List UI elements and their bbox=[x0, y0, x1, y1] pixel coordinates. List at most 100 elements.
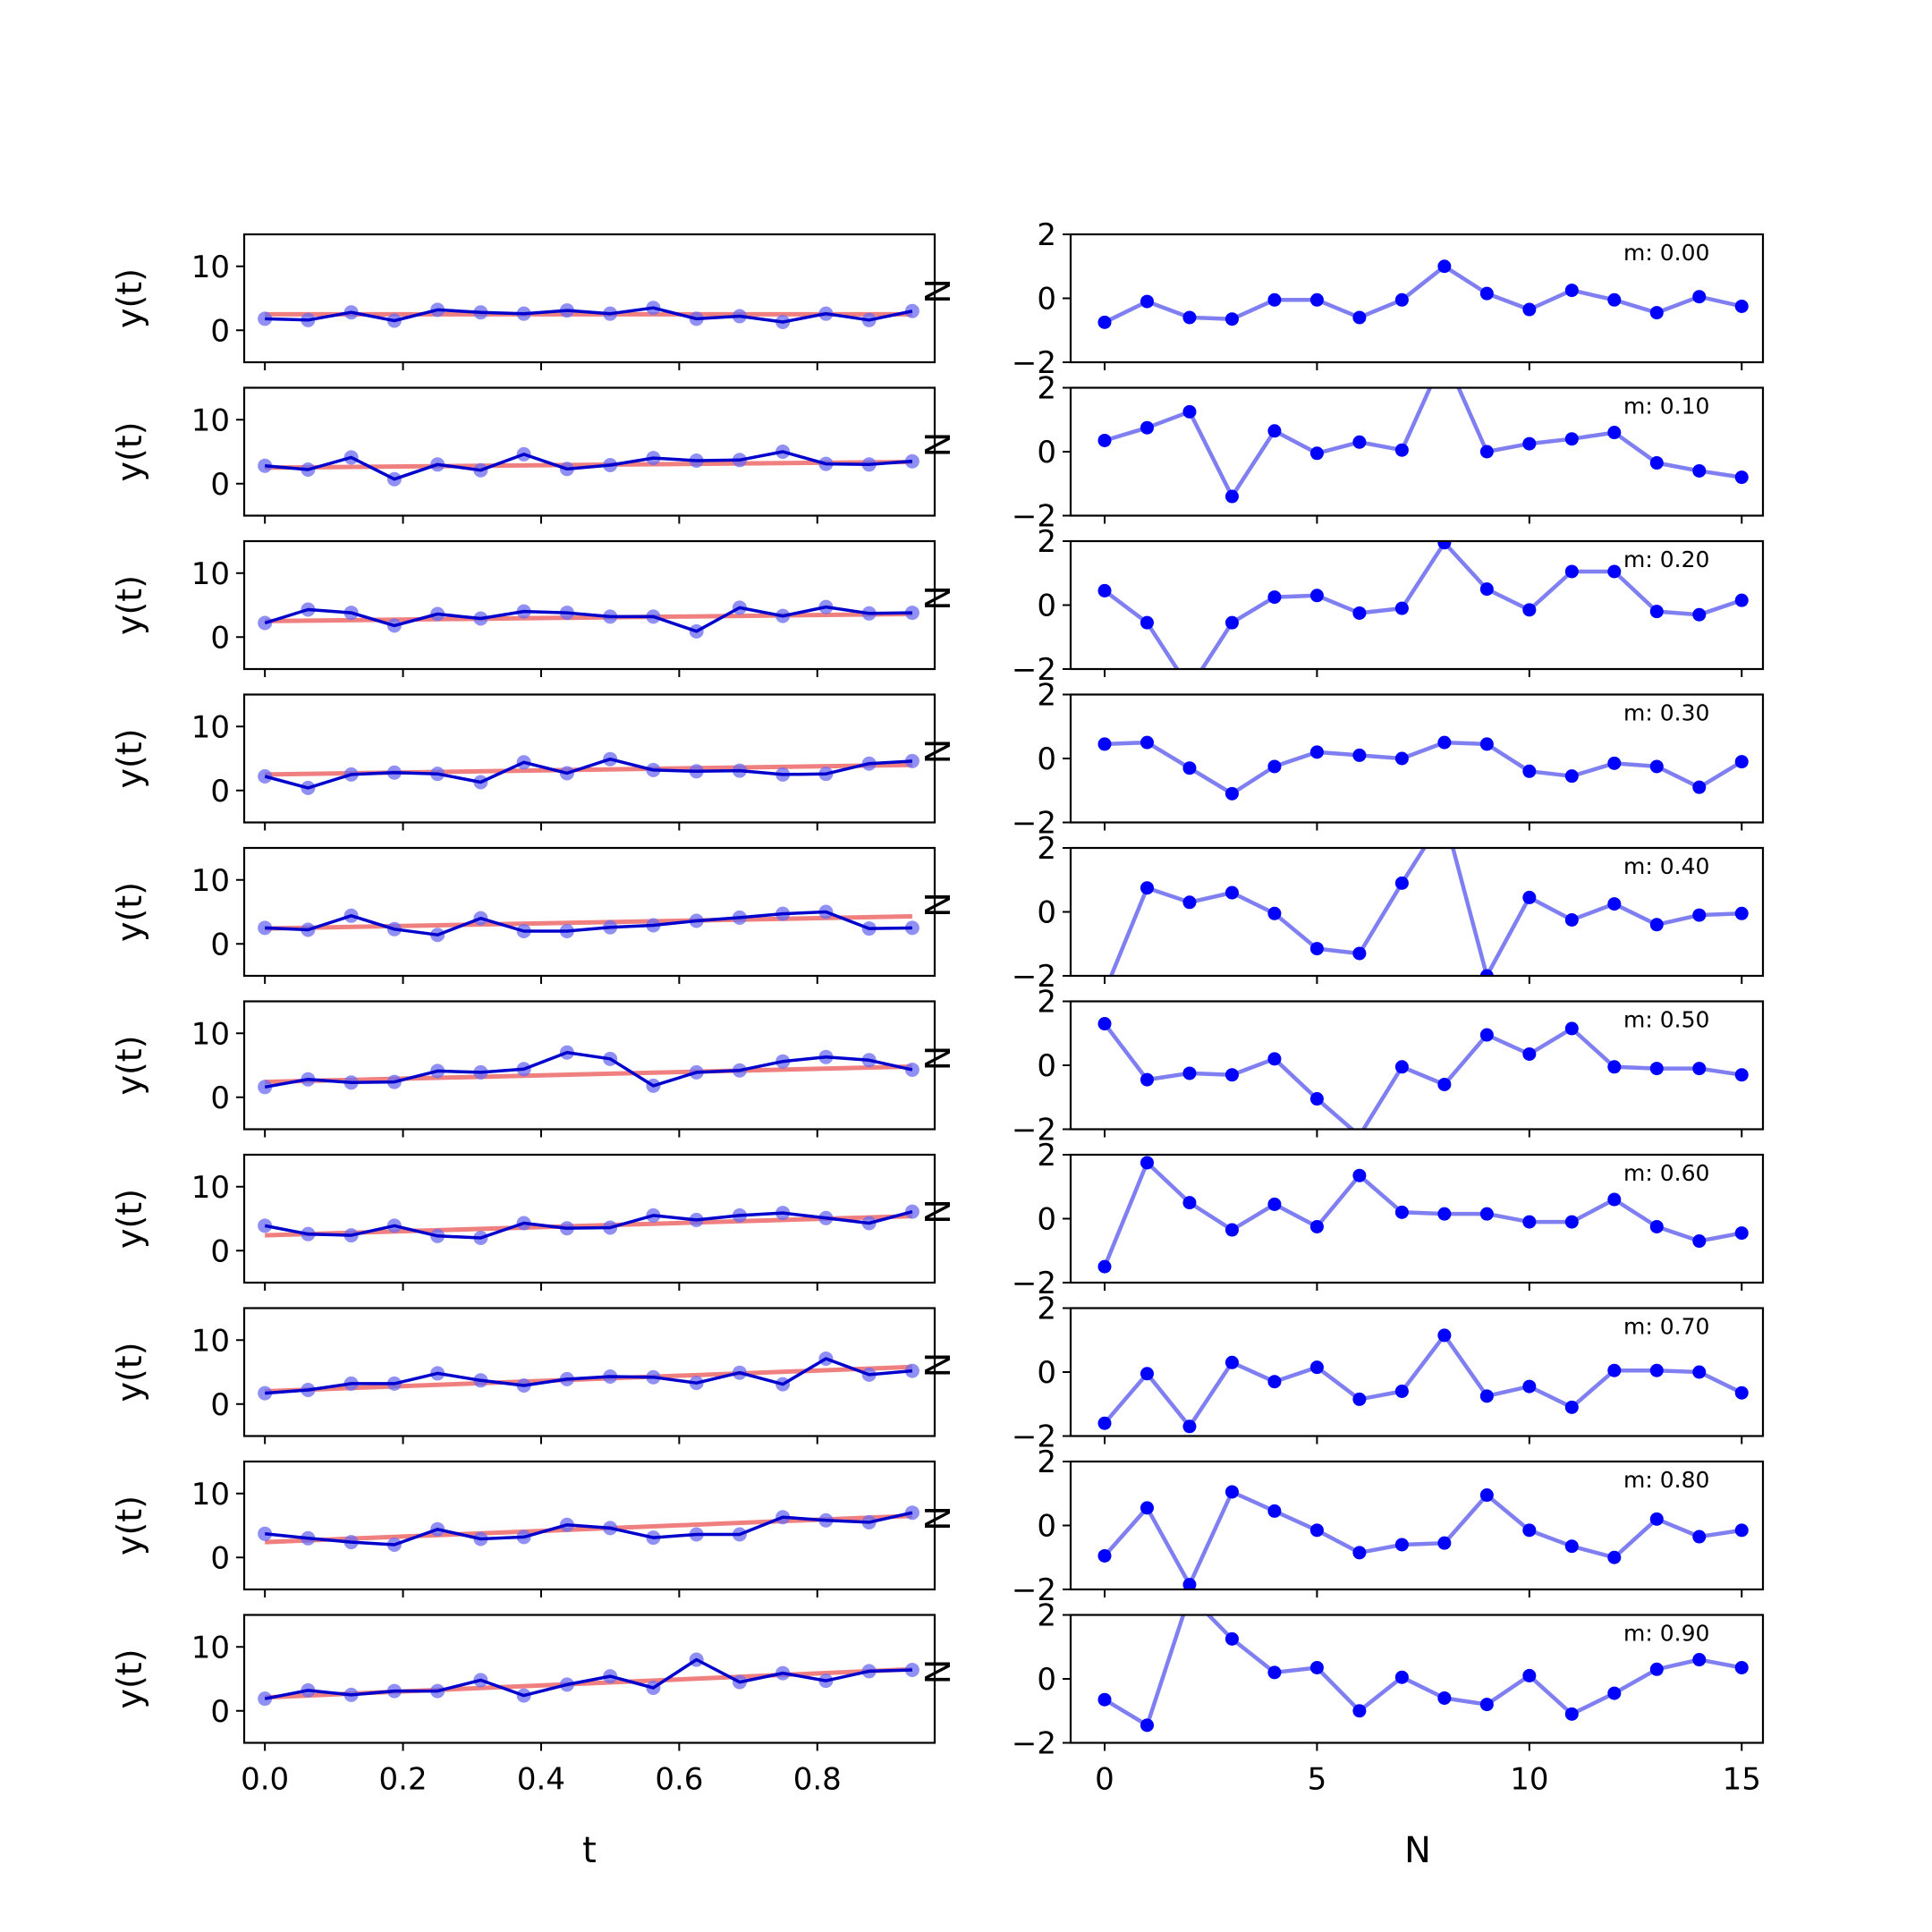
panel-annotation-6: m: 0.60 bbox=[1623, 1160, 1709, 1186]
left-panel-4: 0 10 y(t) bbox=[110, 846, 936, 984]
residual-point-9-15 bbox=[1734, 1660, 1749, 1674]
residual-point-9-3 bbox=[1224, 1631, 1239, 1646]
panel-annotation-1: m: 0.10 bbox=[1623, 394, 1709, 419]
left-axes-frame-5 bbox=[242, 1000, 936, 1131]
residual-point-9-9 bbox=[1479, 1698, 1494, 1712]
residual-point-1-15 bbox=[1734, 470, 1749, 485]
data-point-7-0 bbox=[258, 1385, 273, 1401]
residual-point-5-3 bbox=[1224, 1068, 1239, 1082]
residual-point-1-2 bbox=[1182, 404, 1197, 419]
left-plot-area-6 bbox=[258, 1204, 919, 1245]
residual-point-5-8 bbox=[1437, 1077, 1452, 1091]
trend-line-5 bbox=[265, 1063, 912, 1085]
residual-point-5-1 bbox=[1140, 1072, 1154, 1087]
residual-point-7-12 bbox=[1607, 1363, 1622, 1377]
left-axes-frame-7 bbox=[242, 1307, 936, 1437]
right-panel-6: −2 0 2 m: 0.60 N bbox=[919, 1138, 1765, 1301]
right-ytick-label-0-0: −2 bbox=[1012, 345, 1056, 381]
residual-point-6-0 bbox=[1097, 1259, 1112, 1274]
residual-point-6-7 bbox=[1394, 1205, 1409, 1219]
residual-point-9-6 bbox=[1352, 1704, 1367, 1718]
right-ylabel-4: N bbox=[919, 892, 958, 917]
right-ytick-label-2-1: 0 bbox=[1037, 589, 1056, 624]
left-plot-area-0 bbox=[258, 301, 919, 329]
residual-line-5 bbox=[1103, 1022, 1742, 1130]
residual-point-6-11 bbox=[1564, 1215, 1579, 1229]
residual-point-0-6 bbox=[1352, 310, 1367, 325]
residual-point-7-9 bbox=[1479, 1389, 1494, 1403]
right-ylabel-5: N bbox=[919, 1046, 958, 1071]
residual-point-4-9 bbox=[1479, 969, 1494, 976]
residual-point-1-1 bbox=[1140, 420, 1154, 435]
residual-point-0-3 bbox=[1224, 312, 1239, 326]
panel-annotation-4: m: 0.40 bbox=[1623, 853, 1709, 879]
series-line-9 bbox=[264, 1657, 912, 1700]
series-line-8 bbox=[265, 1511, 913, 1546]
right-ytick-label-5-1: 0 bbox=[1037, 1048, 1056, 1084]
residual-point-3-10 bbox=[1522, 764, 1537, 778]
right-xtick-label-1: 5 bbox=[1308, 1762, 1327, 1798]
residual-point-4-10 bbox=[1522, 890, 1537, 904]
left-ytick-label-6-1: 10 bbox=[191, 1170, 230, 1206]
right-ylabel-9: N bbox=[919, 1659, 958, 1684]
right-ytick-label-7-0: −2 bbox=[1012, 1419, 1056, 1455]
right-ytick-label-1-0: −2 bbox=[1012, 499, 1056, 535]
residual-point-0-10 bbox=[1522, 302, 1537, 317]
residual-point-4-11 bbox=[1564, 912, 1579, 927]
left-ytick-label-4-0: 0 bbox=[210, 927, 230, 962]
data-point-0-0 bbox=[258, 311, 273, 326]
residual-point-8-1 bbox=[1140, 1501, 1154, 1515]
residual-point-1-3 bbox=[1224, 489, 1239, 504]
panel-annotation-2: m: 0.20 bbox=[1623, 547, 1709, 572]
right-panel-9: −2 0 2 0 5 10 15 m: 0.90 N bbox=[919, 1598, 1765, 1798]
residual-point-2-12 bbox=[1607, 564, 1622, 579]
right-ytick-label-3-1: 0 bbox=[1037, 741, 1056, 777]
right-ytick-label-5-0: −2 bbox=[1012, 1113, 1056, 1148]
right-ylabel-0: N bbox=[919, 278, 958, 303]
residual-point-4-7 bbox=[1394, 876, 1409, 890]
right-plot-area-2 bbox=[1097, 541, 1749, 669]
panel-annotation-9: m: 0.90 bbox=[1623, 1621, 1709, 1647]
residual-point-2-8 bbox=[1437, 541, 1452, 550]
residual-point-8-2 bbox=[1182, 1578, 1197, 1589]
data-point-0-15 bbox=[904, 303, 919, 318]
left-xtick-label-1: 0.2 bbox=[379, 1762, 428, 1798]
residual-point-0-5 bbox=[1309, 292, 1324, 307]
right-plot-area-6 bbox=[1097, 1156, 1749, 1274]
right-panel-2: −2 0 2 m: 0.20 N bbox=[919, 524, 1765, 688]
residual-point-6-5 bbox=[1309, 1219, 1324, 1233]
left-ytick-label-2-0: 0 bbox=[210, 620, 230, 656]
residual-point-5-9 bbox=[1479, 1028, 1494, 1042]
residual-point-5-11 bbox=[1564, 1021, 1579, 1036]
residual-point-9-11 bbox=[1564, 1707, 1579, 1721]
right-ylabel-3: N bbox=[919, 739, 958, 764]
residual-point-2-4 bbox=[1267, 590, 1282, 605]
residual-point-8-3 bbox=[1224, 1485, 1239, 1499]
right-ytick-label-8-0: −2 bbox=[1012, 1572, 1056, 1608]
series-line-4 bbox=[265, 910, 912, 936]
right-panel-3: −2 0 2 m: 0.30 N bbox=[919, 678, 1765, 842]
right-ytick-label-8-2: 2 bbox=[1037, 1445, 1056, 1480]
right-panel-5: −2 0 2 m: 0.50 N bbox=[919, 985, 1765, 1148]
residual-point-4-2 bbox=[1182, 895, 1197, 910]
residual-point-0-12 bbox=[1607, 292, 1622, 307]
data-point-6-15 bbox=[904, 1204, 919, 1219]
left-ylabel-9: y(t) bbox=[110, 1648, 149, 1708]
left-ylabel-0: y(t) bbox=[110, 268, 149, 328]
residual-point-8-15 bbox=[1734, 1523, 1749, 1538]
right-xtick-label-2: 10 bbox=[1510, 1762, 1548, 1798]
right-ytick-label-3-2: 2 bbox=[1037, 678, 1056, 714]
panel-annotation-0: m: 0.00 bbox=[1623, 240, 1709, 266]
left-panel-2: 0 10 y(t) bbox=[110, 539, 936, 677]
residual-point-7-3 bbox=[1224, 1355, 1239, 1369]
right-ytick-label-4-2: 2 bbox=[1037, 831, 1056, 867]
residual-point-9-10 bbox=[1522, 1668, 1537, 1682]
residual-point-5-10 bbox=[1522, 1046, 1537, 1061]
residual-point-3-4 bbox=[1267, 759, 1282, 774]
residual-point-5-7 bbox=[1394, 1060, 1409, 1074]
residual-point-3-13 bbox=[1649, 759, 1664, 774]
left-panel-8: 0 10 y(t) bbox=[110, 1460, 936, 1597]
panel-annotation-7: m: 0.70 bbox=[1623, 1314, 1709, 1340]
residual-point-4-14 bbox=[1692, 908, 1707, 922]
